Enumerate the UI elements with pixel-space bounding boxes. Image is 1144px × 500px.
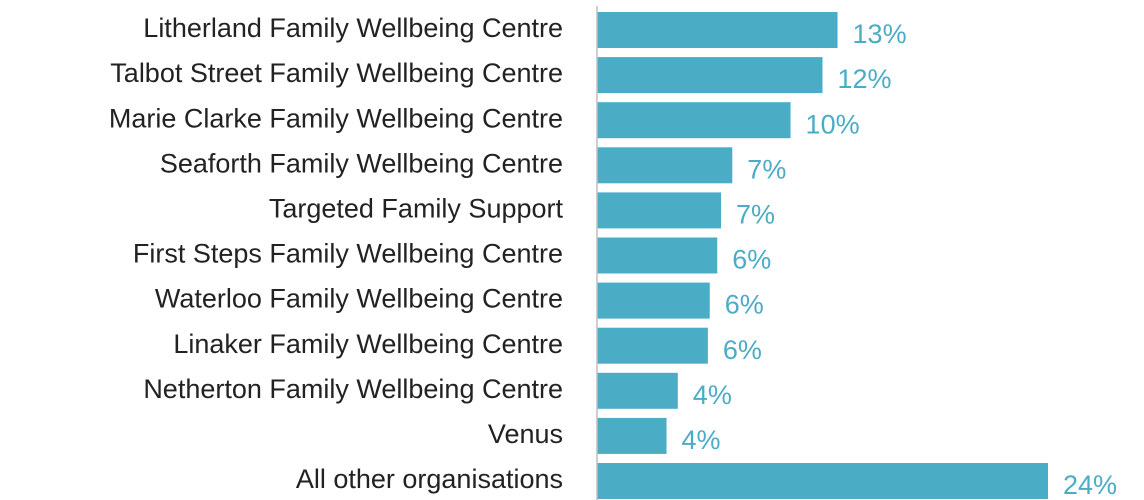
value-label: 4% (682, 425, 721, 455)
bar (597, 147, 733, 184)
category-label: Seaforth Family Wellbeing Centre (160, 148, 563, 178)
category-label: Litherland Family Wellbeing Centre (143, 13, 563, 43)
value-label: 6% (725, 290, 764, 320)
bar (597, 372, 678, 409)
category-label: Venus (488, 419, 563, 449)
bar (597, 102, 791, 139)
category-label: First Steps Family Wellbeing Centre (133, 239, 563, 269)
value-label: 24% (1063, 470, 1117, 500)
value-label: 10% (806, 109, 860, 139)
bar (597, 463, 1048, 499)
bar (597, 192, 722, 229)
bar (597, 417, 667, 454)
value-label: 6% (732, 245, 771, 275)
value-label: 7% (736, 200, 775, 230)
value-label: 7% (747, 154, 786, 184)
bar (597, 12, 838, 48)
category-label: Waterloo Family Wellbeing Centre (155, 284, 563, 314)
category-label: Marie Clarke Family Wellbeing Centre (109, 103, 563, 133)
value-label: 12% (838, 64, 892, 94)
category-label: Linaker Family Wellbeing Centre (173, 329, 563, 359)
value-label: 6% (723, 335, 762, 365)
category-label: Netherton Family Wellbeing Centre (143, 374, 563, 404)
bar (597, 57, 823, 94)
category-label: All other organisations (296, 464, 563, 494)
value-label: 4% (693, 380, 732, 410)
bar (597, 327, 708, 364)
bar (597, 282, 710, 319)
category-label: Talbot Street Family Wellbeing Centre (110, 58, 563, 88)
category-label: Targeted Family Support (269, 194, 564, 224)
bar (597, 237, 718, 274)
value-label: 13% (853, 19, 907, 49)
